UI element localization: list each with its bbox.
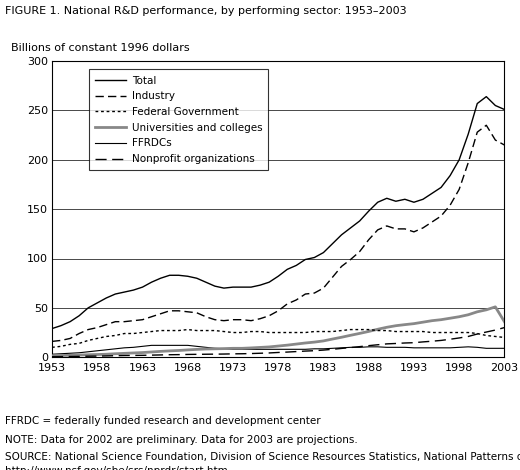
Text: FIGURE 1. National R&D performance, by performing sector: 1953–2003: FIGURE 1. National R&D performance, by p… — [5, 6, 407, 16]
Text: Billions of constant 1996 dollars: Billions of constant 1996 dollars — [11, 43, 190, 53]
Text: http://www.nsf.gov/sbe/srs/nprdr/start.htm.: http://www.nsf.gov/sbe/srs/nprdr/start.h… — [5, 466, 231, 470]
Text: NOTE: Data for 2002 are preliminary. Data for 2003 are projections.: NOTE: Data for 2002 are preliminary. Dat… — [5, 435, 358, 445]
Text: SOURCE: National Science Foundation, Division of Science Resources Statistics, N: SOURCE: National Science Foundation, Div… — [5, 452, 520, 462]
Legend: Total, Industry, Federal Government, Universities and colleges, FFRDCs, Nonprofi: Total, Industry, Federal Government, Uni… — [89, 69, 268, 171]
Text: FFRDC = federally funded research and development center: FFRDC = federally funded research and de… — [5, 416, 321, 426]
